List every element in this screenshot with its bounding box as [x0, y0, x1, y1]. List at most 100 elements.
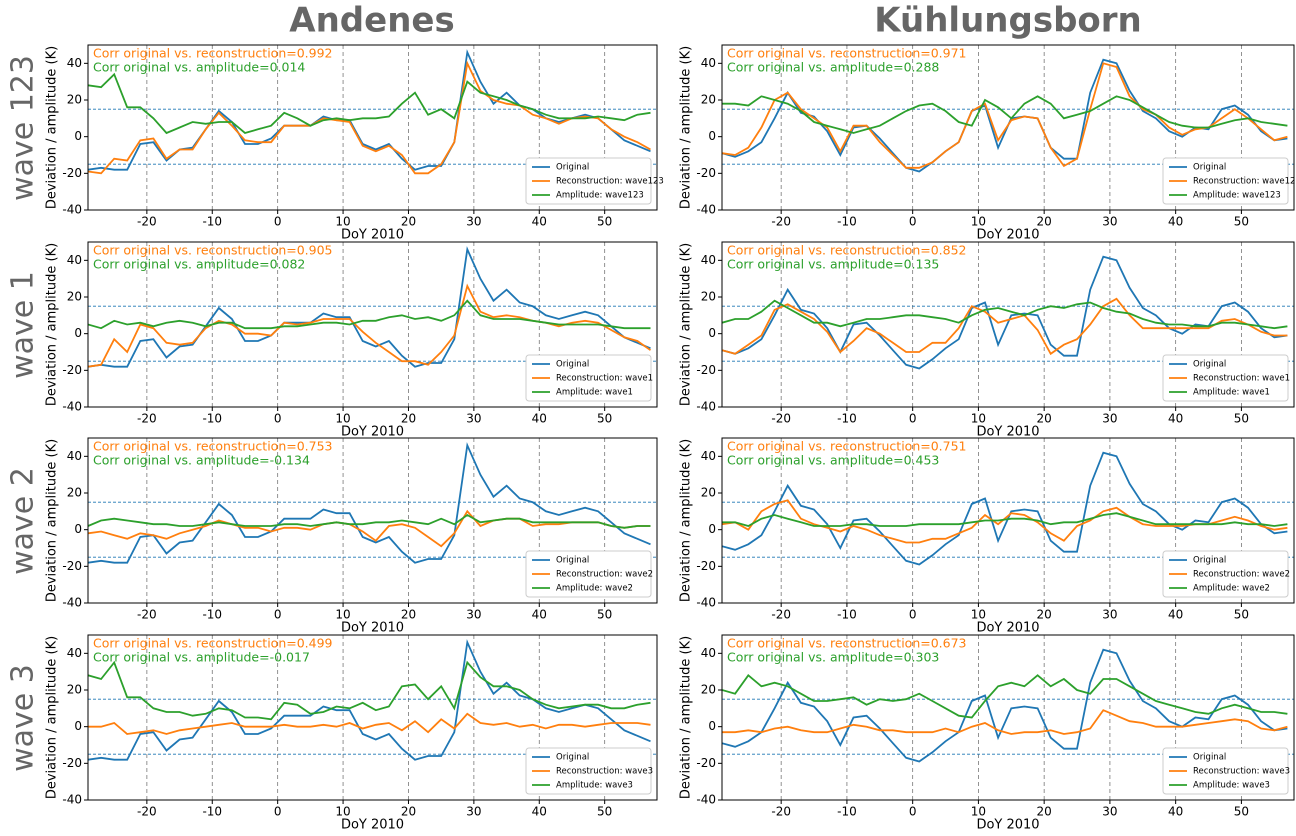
x-tick-label: 10 — [971, 608, 986, 622]
legend-label: Original — [1193, 753, 1226, 763]
x-axis-label: DoY 2010 — [976, 818, 1039, 833]
y-tick-label: 20 — [701, 486, 716, 500]
x-tick-label: 20 — [1037, 805, 1052, 819]
legend-label: Amplitude: wave2 — [1193, 584, 1270, 594]
legend-label: Reconstruction: wave123 — [556, 177, 664, 187]
x-tick-label: -20 — [771, 215, 791, 229]
x-tick-label: 10 — [335, 608, 350, 622]
annotation: Corr original vs. reconstruction=0.852 — [727, 243, 967, 258]
legend-label: Reconstruction: wave2 — [1193, 570, 1290, 580]
x-tick-label: 10 — [971, 805, 986, 819]
y-axis-label: Deviation / amplitude (K) — [679, 243, 694, 406]
legend-label: Amplitude: wave3 — [556, 781, 633, 791]
y-axis-label: Deviation / amplitude (K) — [679, 636, 694, 799]
y-tick-label: 40 — [701, 646, 716, 660]
legend-label: Amplitude: wave2 — [556, 584, 633, 594]
x-tick-label: -10 — [837, 412, 857, 426]
x-tick-label: -20 — [137, 608, 157, 622]
y-tick-label: -40 — [696, 596, 716, 610]
y-axis-label: Deviation / amplitude (K) — [45, 243, 60, 406]
annotation: Corr original vs. reconstruction=0.992 — [93, 46, 333, 61]
legend-label: Original — [1193, 360, 1226, 370]
y-axis-label: Deviation / amplitude (K) — [45, 46, 60, 209]
x-tick-label: -10 — [837, 608, 857, 622]
x-tick-label: 10 — [971, 412, 986, 426]
x-tick-label: 50 — [597, 412, 612, 426]
x-tick-label: 50 — [597, 805, 612, 819]
y-tick-label: 0 — [708, 129, 716, 143]
y-tick-label: 20 — [701, 683, 716, 697]
x-tick-label: -10 — [202, 412, 222, 426]
x-tick-label: 40 — [1168, 412, 1183, 426]
y-tick-label: 40 — [701, 56, 716, 70]
x-tick-label: 0 — [274, 215, 282, 229]
y-tick-label: -20 — [62, 756, 82, 770]
x-tick-label: 30 — [466, 412, 481, 426]
x-tick-label: 0 — [909, 608, 917, 622]
x-tick-label: 30 — [1102, 608, 1117, 622]
x-tick-label: 40 — [1168, 215, 1183, 229]
row-label: wave 123 — [6, 55, 41, 201]
y-tick-label: -40 — [696, 793, 716, 807]
x-tick-label: -10 — [202, 805, 222, 819]
y-axis-label: Deviation / amplitude (K) — [679, 439, 694, 602]
annotation: Corr original vs. reconstruction=0.499 — [93, 636, 333, 651]
y-axis-label: Deviation / amplitude (K) — [45, 439, 60, 602]
x-tick-label: 30 — [1102, 215, 1117, 229]
annotation: Corr original vs. reconstruction=0.751 — [727, 439, 967, 454]
x-tick-label: 20 — [401, 608, 416, 622]
x-tick-label: 0 — [274, 412, 282, 426]
x-axis-label: DoY 2010 — [341, 621, 404, 636]
y-tick-label: 0 — [708, 522, 716, 536]
column-title: Kühlungsborn — [874, 1, 1141, 41]
series-line — [88, 714, 651, 734]
annotation: Corr original vs. reconstruction=0.753 — [93, 439, 333, 454]
legend-label: Amplitude: wave123 — [556, 191, 644, 201]
y-tick-label: 40 — [67, 253, 82, 267]
x-tick-label: 40 — [1168, 805, 1183, 819]
annotation: Corr original vs. amplitude=0.453 — [727, 453, 939, 468]
y-tick-label: -40 — [696, 400, 716, 414]
y-tick-label: 20 — [67, 290, 82, 304]
y-tick-label: 20 — [67, 93, 82, 107]
x-tick-label: 50 — [1234, 608, 1249, 622]
y-axis-label: Deviation / amplitude (K) — [679, 46, 694, 209]
y-tick-label: 0 — [74, 522, 82, 536]
x-tick-label: 0 — [274, 608, 282, 622]
x-axis-label: DoY 2010 — [976, 425, 1039, 440]
legend-label: Original — [1193, 556, 1226, 566]
y-tick-label: 0 — [74, 326, 82, 340]
y-tick-label: -20 — [696, 559, 716, 573]
x-tick-label: 50 — [1234, 412, 1249, 426]
y-tick-label: -20 — [62, 363, 82, 377]
legend-label: Reconstruction: wave2 — [556, 570, 653, 580]
y-tick-label: 0 — [708, 719, 716, 733]
x-tick-label: -20 — [137, 412, 157, 426]
legend-label: Amplitude: wave123 — [1193, 191, 1281, 201]
annotation: Corr original vs. amplitude=0.082 — [93, 257, 305, 272]
x-tick-label: -20 — [137, 805, 157, 819]
x-tick-label: 40 — [532, 805, 547, 819]
row-label: wave 1 — [6, 271, 41, 379]
x-tick-label: 50 — [597, 608, 612, 622]
x-tick-label: -10 — [837, 805, 857, 819]
series-line — [88, 511, 651, 546]
legend-label: Original — [1193, 163, 1226, 173]
x-axis-label: DoY 2010 — [341, 425, 404, 440]
series-line — [722, 257, 1287, 369]
x-tick-label: 30 — [466, 215, 481, 229]
x-tick-label: 50 — [1234, 215, 1249, 229]
x-tick-label: 0 — [909, 215, 917, 229]
x-tick-label: 20 — [1037, 412, 1052, 426]
x-tick-label: -20 — [771, 608, 791, 622]
x-tick-label: 50 — [1234, 805, 1249, 819]
x-tick-label: 40 — [532, 215, 547, 229]
annotation: Corr original vs. amplitude=0.288 — [727, 60, 939, 75]
x-tick-label: 10 — [335, 805, 350, 819]
x-tick-label: 20 — [401, 805, 416, 819]
row-label: wave 3 — [6, 664, 41, 772]
